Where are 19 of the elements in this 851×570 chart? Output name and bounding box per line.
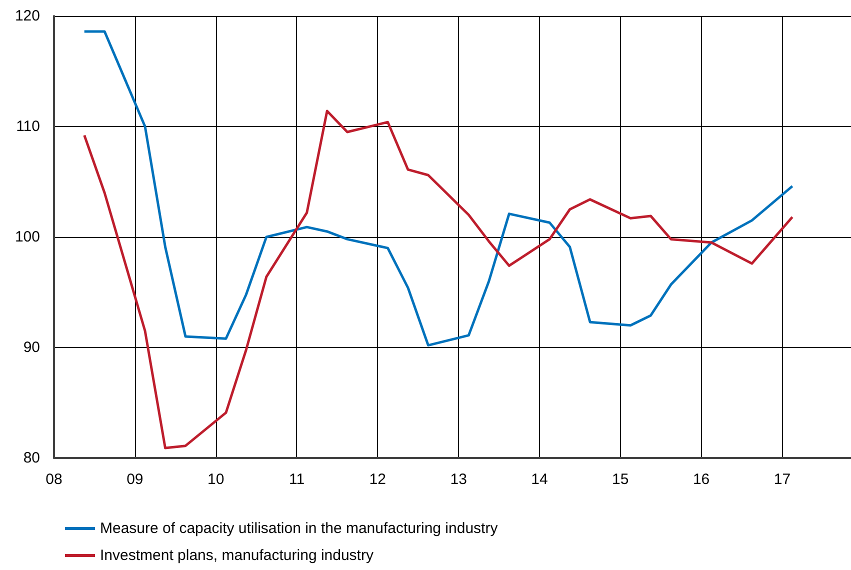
x-tick-label: 10 — [207, 471, 224, 488]
line-series — [83, 110, 794, 450]
y-tick-label: 100 — [14, 228, 40, 246]
y-tick-label: 120 — [14, 8, 40, 24]
x-tick-label: 09 — [126, 471, 144, 488]
y-tick-label: 110 — [16, 118, 40, 135]
x-tick-label: 16 — [692, 471, 710, 488]
y-tick-label: 90 — [23, 339, 40, 356]
line-series — [83, 30, 794, 347]
x-tick-label: 12 — [369, 471, 386, 488]
legend-label: Investment plans, manufacturing industry — [100, 547, 374, 564]
x-tick-label: 14 — [531, 471, 548, 488]
legend-label: Measure of capacity utilisation in the manufacturing industry — [100, 520, 498, 537]
y-tick-label: 80 — [23, 450, 40, 466]
x-tick-label: 08 — [46, 471, 62, 488]
x-tick-label: 15 — [612, 471, 629, 488]
x-tick-label: 17 — [774, 471, 791, 488]
x-tick-label: 13 — [450, 471, 467, 488]
x-tick-label: 11 — [288, 471, 305, 488]
